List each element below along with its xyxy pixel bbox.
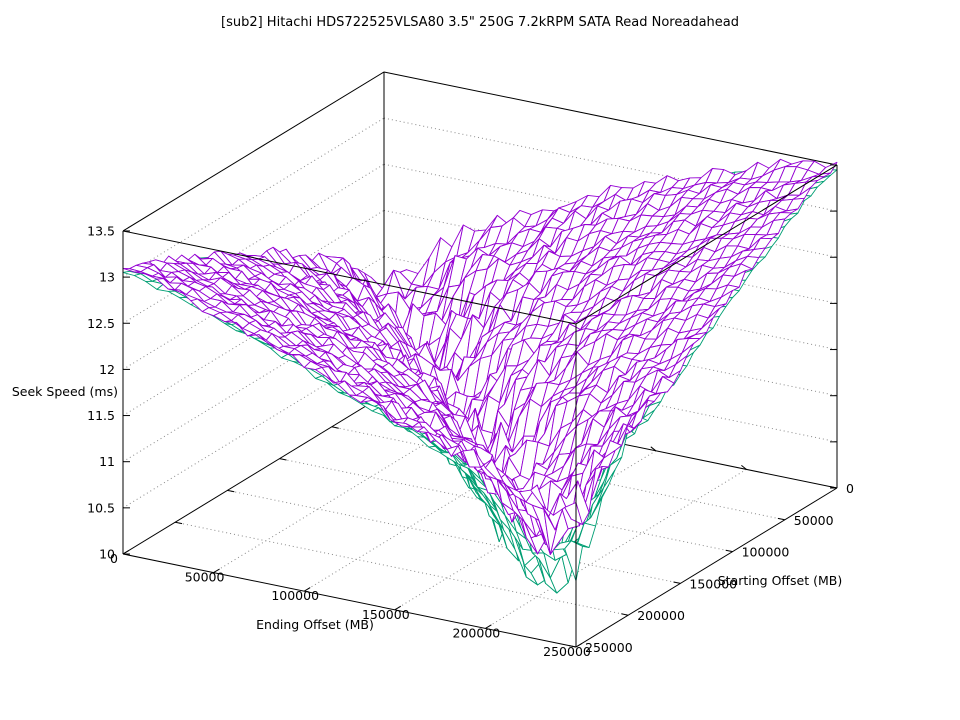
mesh-read-seek-surface — [122, 158, 838, 555]
wall-grid-z-line — [122, 302, 385, 463]
x-tick — [575, 642, 583, 648]
base-grid-x-line — [485, 468, 747, 629]
tick-labels: 0 50000 100000 150000 200000 250000 0 50000 1000… — [87, 223, 854, 659]
base-grid-y-line — [227, 489, 681, 584]
x-tick — [303, 587, 311, 592]
x-tick — [485, 624, 492, 629]
x-tick-label: 200000 — [453, 625, 501, 640]
box-edge-top-back-left — [122, 71, 385, 232]
y-tick-label: 150000 — [689, 576, 737, 591]
x-axis-line — [122, 553, 577, 648]
base-grid-x-line — [303, 431, 566, 592]
box-edge-top-front-right — [575, 164, 838, 325]
y-tick-label: 100000 — [742, 545, 790, 560]
x-tick-label: 0 — [110, 551, 118, 566]
y-tick — [569, 645, 577, 648]
z-tick-label: 12 — [99, 362, 115, 377]
x-axis-title: Ending Offset (MB) — [256, 617, 374, 632]
y-tick-label: 0 — [846, 481, 854, 496]
z-tick-label: 10 — [99, 547, 115, 562]
y-axis-title: Starting Offset (MB) — [718, 573, 842, 588]
axis-titles: [sub2] Hitachi HDS722525VLSA80 3.5" 250G… — [12, 15, 842, 632]
x-tick — [122, 549, 130, 555]
z-tick-label: 13.5 — [87, 223, 115, 238]
wall-grid-z-line — [122, 163, 385, 324]
y-axis-line — [575, 487, 838, 648]
y-tick — [673, 581, 681, 584]
box-edge-base-left — [122, 394, 385, 555]
x-tick — [394, 605, 402, 611]
y-tick — [725, 549, 733, 553]
y-tick — [621, 613, 629, 616]
z-axis-title: Seek Speed (ms) — [12, 384, 118, 399]
z-tick-label: 10.5 — [87, 500, 115, 515]
x-tick-label: 150000 — [362, 607, 410, 622]
front-borders-and-ticks — [122, 164, 838, 648]
y-mirror-tick — [279, 458, 287, 461]
y-mirror-tick — [175, 521, 183, 525]
x-tick-label: 250000 — [543, 644, 591, 659]
y-tick — [777, 517, 785, 521]
x-tick — [213, 568, 220, 574]
y-tick-label: 50000 — [794, 513, 834, 528]
z-tick-label: 11 — [99, 454, 115, 469]
z-tick-label: 12.5 — [87, 316, 115, 331]
surface-meshes — [122, 158, 838, 594]
chart-title: [sub2] Hitachi HDS722525VLSA80 3.5" 250G… — [221, 15, 739, 30]
y-tick-label: 200000 — [637, 608, 685, 623]
x-tick-label: 100000 — [271, 588, 319, 603]
z-tick-label: 13 — [99, 270, 115, 285]
box-edge-top-front-left — [122, 230, 577, 325]
box-edge-top-back-right — [383, 71, 838, 166]
x-mirror-tick — [741, 465, 747, 470]
wall-grid-z-line — [122, 348, 385, 509]
x-tick-label: 50000 — [185, 570, 225, 585]
y-tick-label: 250000 — [585, 640, 633, 655]
y-mirror-tick — [227, 489, 235, 493]
base-grid-x-line — [213, 413, 475, 574]
z-tick-label: 11.5 — [87, 408, 115, 423]
wall-grid-z-line — [122, 117, 385, 278]
y-mirror-tick — [331, 426, 339, 429]
x-mirror-tick — [650, 446, 657, 452]
